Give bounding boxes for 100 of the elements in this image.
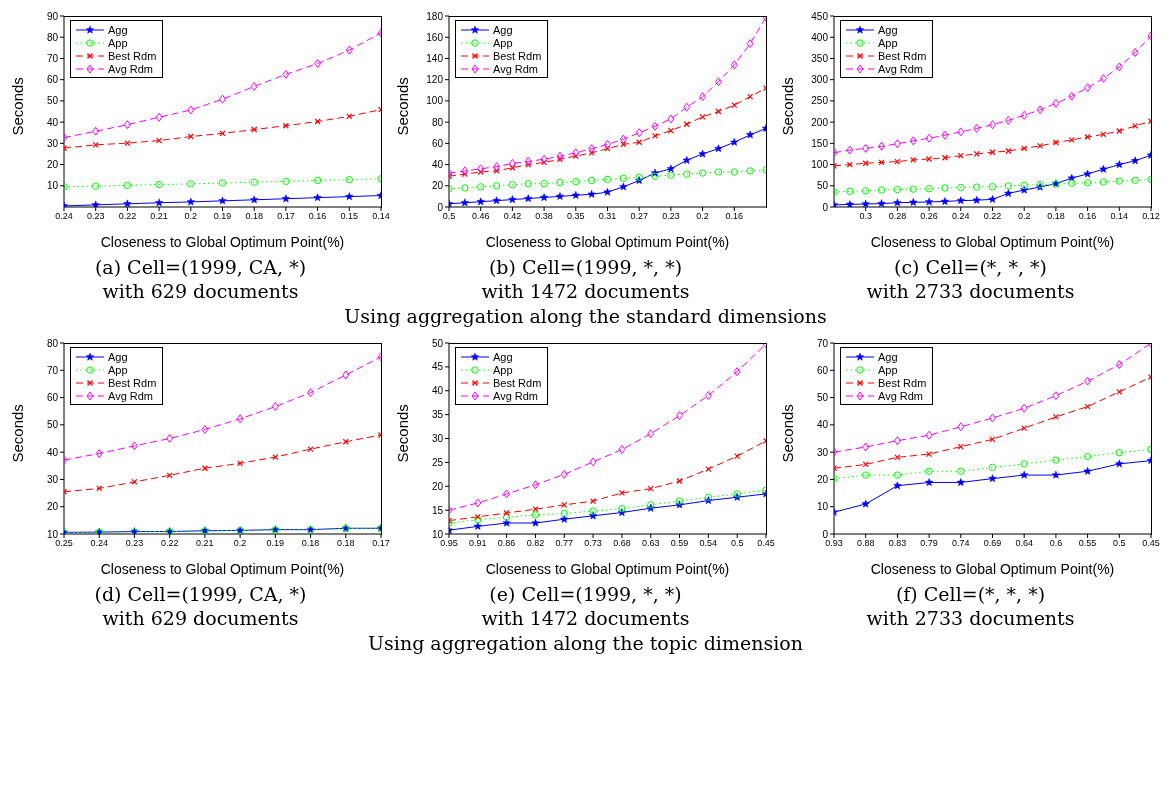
point [1131,156,1140,165]
y-tick-label: 0 [822,201,829,213]
point [345,45,353,55]
y-tick-label: 20 [816,473,829,485]
point [556,178,564,187]
text: with 1472 documents [480,279,691,303]
point [747,93,754,100]
point [531,480,539,490]
point [862,143,870,153]
point [957,127,965,137]
point [1020,181,1028,190]
text: with 629 documents [101,279,300,303]
x-tick-label: 0.74 [952,538,970,549]
y-tick-label: 100 [426,95,444,107]
point [92,141,99,148]
point [503,489,511,499]
point [845,200,854,207]
text: with 1472 documents [480,606,691,630]
point [893,185,902,194]
point [555,192,564,200]
point [531,518,540,527]
x-tick-label: 0.22 [160,538,179,549]
y-tick-label: 40 [431,385,444,397]
point [651,172,659,180]
x-axis-title: Closeness to Global Optimum Point(%) [100,561,345,577]
point [618,504,626,513]
point [1083,169,1092,178]
point [218,196,227,205]
text: with 2733 documents [865,279,1076,303]
y-tick-label: 200 [811,116,829,128]
legend-label: App [493,36,513,49]
point [219,94,226,104]
point [894,454,901,461]
point [925,467,933,475]
x-tick-label: 0.3 [859,211,872,222]
point [619,134,627,144]
point [909,185,917,193]
x-tick-label: 0.2 [696,211,709,222]
x-tick-label: 0.64 [1015,538,1033,549]
point [187,105,195,115]
point [502,518,511,527]
x-tick-label: 0.69 [983,538,1002,549]
point [250,178,258,186]
y-tick-label: 250 [811,95,829,107]
x-tick-label: 0.14 [1110,211,1129,222]
y-tick-label: 450 [811,10,829,22]
point [155,112,163,122]
point [957,443,964,450]
y-tick-label: 45 [431,361,444,373]
point [1115,360,1123,370]
point [893,481,902,490]
x-tick-label: 0.83 [888,538,907,549]
point [1099,164,1108,173]
point [746,130,755,139]
line-series [834,118,1151,169]
point [123,120,131,130]
point [1084,376,1092,386]
x-tick-label: 0.27 [630,211,648,222]
point [957,422,965,432]
point [1116,127,1123,135]
y-tick-label: 30 [816,446,829,458]
point [131,478,138,485]
y-tick-label: 10 [816,501,829,513]
point [746,39,754,49]
y-tick-label: 60 [431,137,444,149]
x-tick-label: 0.79 [920,538,938,549]
point [730,60,738,70]
point [1115,448,1123,457]
y-tick-label: 50 [46,419,59,431]
y-tick-label: 0 [822,528,829,540]
x-axis-title: Closeness to Global Optimum Point(%) [870,561,1115,577]
legend-label: App [878,36,898,49]
point [473,522,482,530]
y-tick-label: 40 [431,159,444,171]
point [589,457,597,467]
point [282,122,289,129]
point [1004,182,1013,190]
text: with 2733 documents [865,606,1076,630]
legend-label: Agg [878,350,898,363]
point [746,167,754,175]
point [201,465,208,472]
point [271,402,279,412]
x-tick-label: 0.21 [196,538,214,549]
point [1083,466,1092,475]
point [925,185,933,193]
point [667,171,675,179]
point [1084,83,1092,93]
y-tick-label: 120 [426,74,444,86]
point [272,453,279,461]
point [281,194,290,203]
point [524,194,533,202]
text: (c) Cell=(*, *, *) [893,255,1048,279]
y-tick-label: 70 [816,337,829,349]
point [730,138,739,146]
x-tick-label: 0.45 [757,538,775,549]
text: Using aggregation along the topic dimension [367,631,804,656]
point [989,149,996,156]
point [1052,391,1060,401]
point [187,133,194,140]
point [925,430,933,440]
